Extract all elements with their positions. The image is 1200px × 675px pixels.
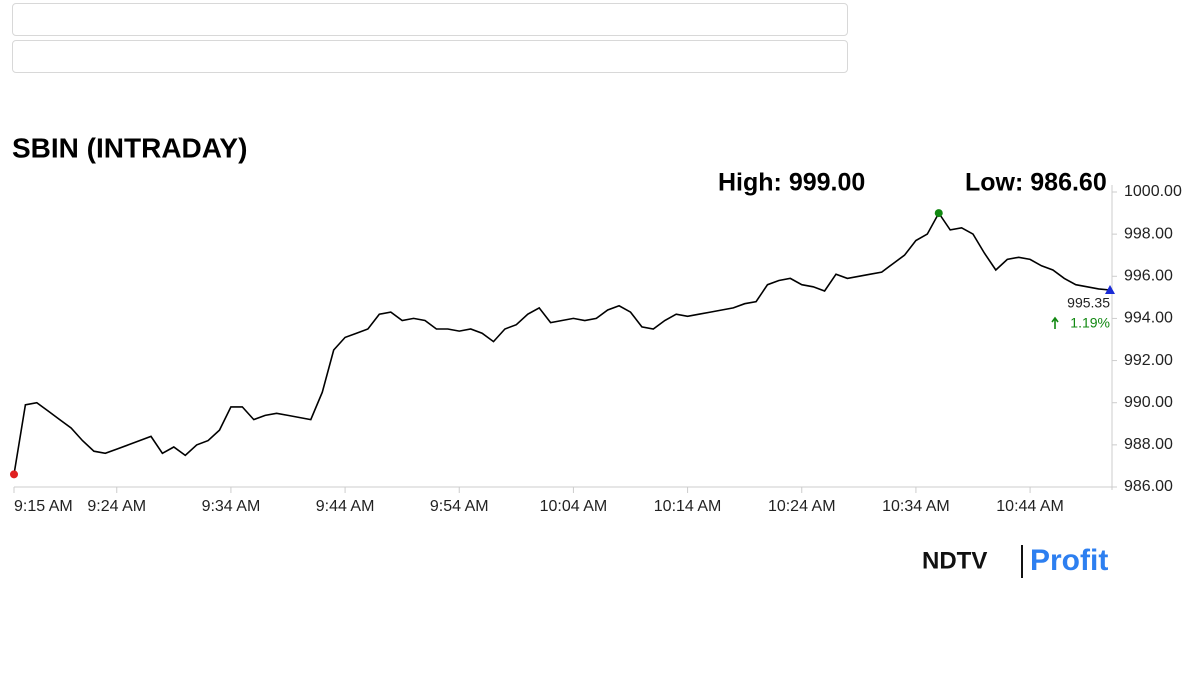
y-tick-label: 990.00 bbox=[1124, 394, 1173, 411]
brand-profit: Profit bbox=[1030, 544, 1108, 577]
last-label: 995.35 bbox=[1067, 295, 1110, 311]
x-tick-label: 10:34 AM bbox=[882, 498, 950, 515]
input-box[interactable] bbox=[12, 40, 848, 73]
change-label: 1.19% bbox=[1070, 315, 1110, 331]
x-tick-label: 9:24 AM bbox=[87, 498, 146, 515]
chart-title: SBIN (INTRADAY) bbox=[12, 132, 247, 163]
x-tick-label: 9:34 AM bbox=[202, 498, 261, 515]
low-marker bbox=[10, 470, 18, 479]
x-tick-label: 9:54 AM bbox=[430, 498, 489, 515]
x-tick-label: 10:14 AM bbox=[654, 498, 722, 515]
x-tick-label: 10:44 AM bbox=[996, 498, 1064, 515]
last-marker bbox=[1105, 284, 1115, 294]
annotation: Low: 986.60 bbox=[965, 169, 1107, 197]
y-tick-label: 986.00 bbox=[1124, 478, 1173, 495]
x-tick-label: 9:44 AM bbox=[316, 498, 375, 515]
brand-ndtv: NDTV bbox=[922, 547, 987, 574]
y-tick-label: 994.00 bbox=[1124, 310, 1173, 327]
y-tick-label: 992.00 bbox=[1124, 352, 1173, 369]
high-marker bbox=[934, 209, 943, 218]
input-box[interactable] bbox=[12, 3, 848, 36]
up-arrow bbox=[1051, 316, 1059, 329]
y-tick-label: 996.00 bbox=[1124, 268, 1173, 285]
price-line bbox=[13, 211, 1111, 475]
y-tick-label: 988.00 bbox=[1124, 436, 1173, 453]
y-tick-label: 1000.00 bbox=[1124, 183, 1182, 200]
annotation: High: 999.00 bbox=[718, 169, 865, 197]
x-tick-label: 10:24 AM bbox=[768, 498, 836, 515]
x-tick-label: 9:15 AM bbox=[14, 498, 73, 515]
x-tick-label: 10:04 AM bbox=[540, 498, 608, 515]
y-tick-label: 998.00 bbox=[1124, 225, 1173, 242]
